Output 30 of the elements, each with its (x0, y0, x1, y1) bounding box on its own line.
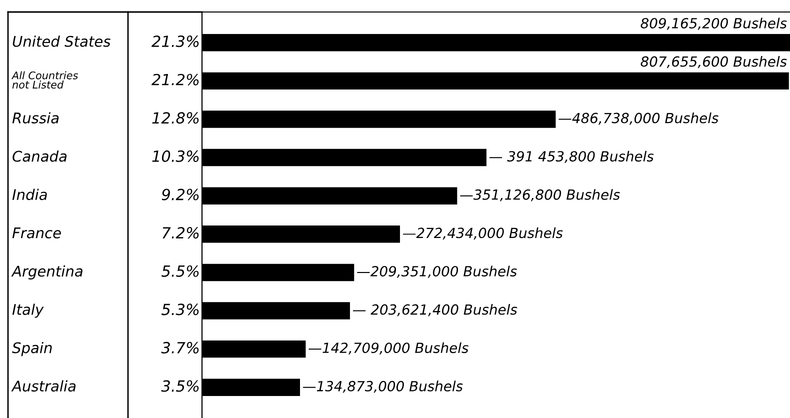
text: 3.7% (161, 342, 199, 354)
y-tick-label: India (12, 188, 47, 200)
text: 12.8% (152, 112, 199, 124)
data-label: 807,655,600 Bushels (640, 56, 787, 68)
data-label: —142,709,000 Bushels (308, 342, 468, 355)
y-tick-label: Spain (12, 342, 52, 356)
text: 5.3% (161, 304, 199, 316)
text: 21.3% (152, 36, 199, 48)
text: 21.2% (152, 74, 199, 86)
data-label: — 391 453,800 Bushels (489, 150, 654, 163)
text: 3.5% (161, 380, 199, 392)
y-tick-label: Canada (12, 150, 67, 162)
y-tick-label: Australia (11, 380, 76, 392)
y-tick-label: Argentina (11, 265, 82, 280)
data-label: 809,165,200 Bushels (640, 18, 787, 30)
y-tick-label: Russia (12, 112, 59, 124)
data-label: — 203,621,400 Bushels (352, 304, 518, 316)
text: 10.3% (152, 150, 199, 162)
y-tick-label: United States (12, 36, 110, 47)
text: 9.2% (162, 188, 199, 200)
y-tick-label: France (12, 228, 61, 238)
data-label: —272,434,000 Bushels (402, 227, 563, 240)
data-label: —134,873,000 Bushels (302, 380, 463, 393)
text: 5.5% (161, 265, 199, 277)
data-label: —486,738,000 Bushels (558, 112, 718, 125)
data-label: —351,126,800 Bushels (460, 189, 620, 202)
y-tick-label: All Countries not Listed (11, 71, 78, 89)
y-tick-label: Italy (12, 304, 44, 318)
text: 7.2% (162, 227, 199, 239)
data-label: —209,351,000 Bushels (357, 266, 517, 278)
